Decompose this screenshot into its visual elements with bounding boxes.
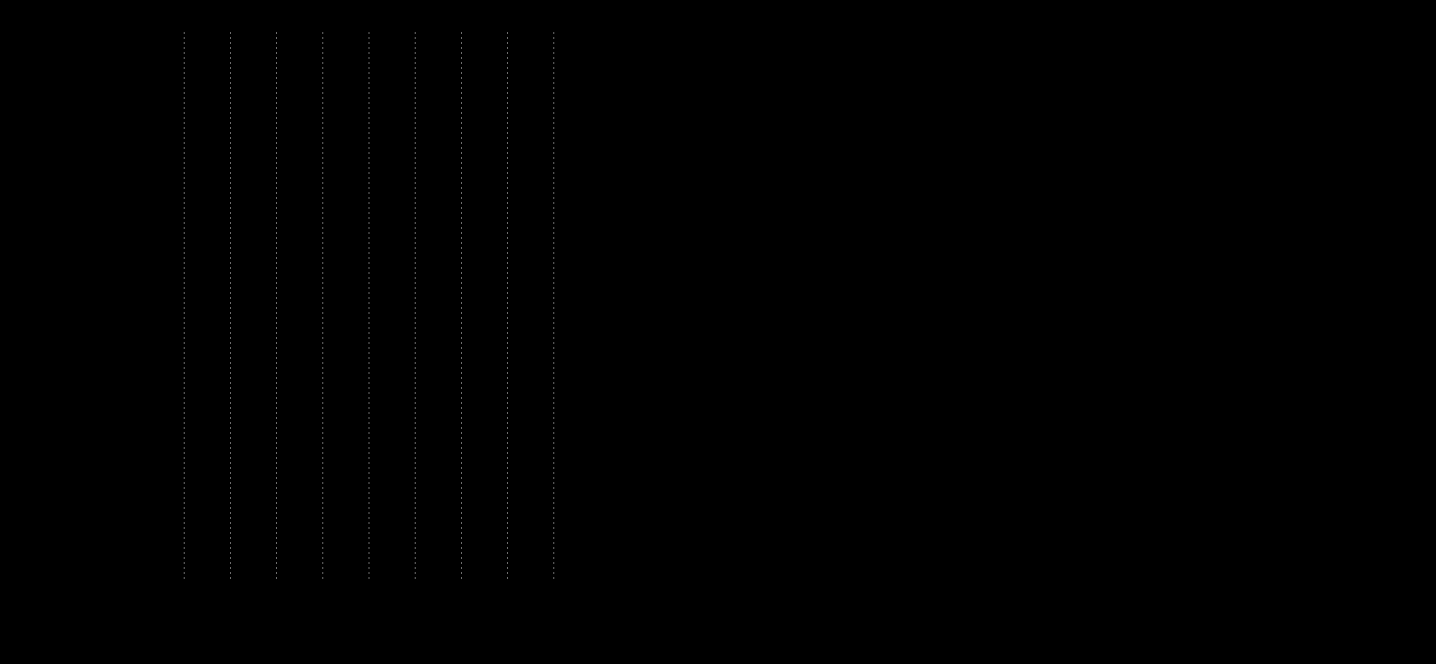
figure-root	[0, 0, 1436, 664]
